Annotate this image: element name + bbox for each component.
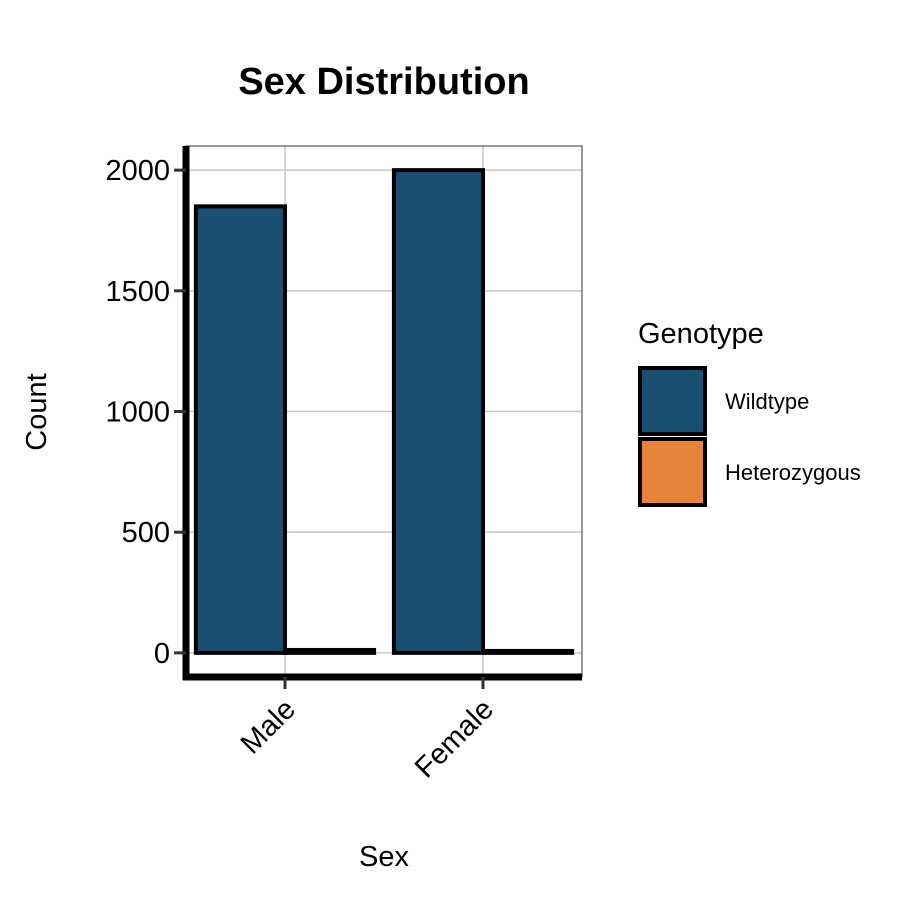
bar-heterozygous-female bbox=[481, 648, 575, 655]
y-tick-label: 1000 bbox=[105, 397, 170, 429]
y-tick-label: 1500 bbox=[105, 276, 170, 308]
y-tick-label: 500 bbox=[122, 517, 170, 549]
x-tick-label-male: Male bbox=[235, 693, 302, 760]
bar-wildtype-female bbox=[391, 168, 485, 655]
x-axis-title: Sex bbox=[359, 841, 409, 873]
legend-label-wildtype: Wildtype bbox=[725, 389, 809, 414]
y-tick-label: 0 bbox=[154, 638, 170, 670]
legend-key-wildtype bbox=[638, 366, 707, 436]
y-tick-label: 2000 bbox=[105, 155, 170, 187]
bar-wildtype-male bbox=[193, 204, 287, 655]
y-axis-title: Count bbox=[21, 373, 53, 450]
legend: Genotype Wildtype Heterozygous bbox=[638, 318, 861, 507]
bar-heterozygous-male bbox=[283, 647, 377, 655]
x-tick-label-female: Female bbox=[409, 693, 500, 784]
plot-panel: 0 500 1000 1500 2000 Male Female bbox=[105, 145, 583, 784]
legend-title: Genotype bbox=[638, 318, 764, 350]
legend-key-heterozygous bbox=[638, 437, 707, 507]
legend-label-heterozygous: Heterozygous bbox=[725, 460, 861, 485]
chart-title: Sex Distribution bbox=[238, 61, 529, 103]
